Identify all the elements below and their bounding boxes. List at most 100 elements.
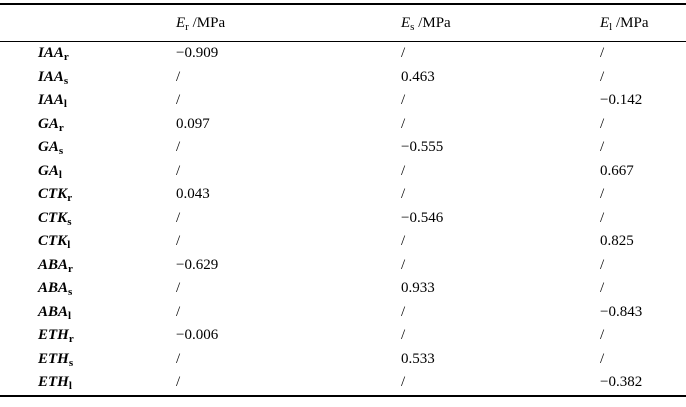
header-symbol: E xyxy=(600,14,610,31)
cell-value: / xyxy=(176,374,181,391)
row-label-name: ABA xyxy=(38,303,69,320)
row-label-name: ETH xyxy=(38,327,69,344)
row-label: CTKl xyxy=(0,230,176,254)
table-row: CTKl //0.825 xyxy=(0,230,686,254)
row-label-subscript: r xyxy=(67,192,73,205)
row-label: GAl xyxy=(0,160,176,184)
cell-value: / xyxy=(401,327,406,344)
cell-value: / xyxy=(401,186,406,203)
table-row: IAAs/0.463/ xyxy=(0,66,686,90)
row-label-name: CTK xyxy=(38,209,68,226)
header-subscript: r xyxy=(185,20,189,33)
header-empty-cell xyxy=(0,4,176,42)
cell-value: / xyxy=(600,139,605,156)
cell-value: / xyxy=(600,327,605,344)
row-label: ETHr xyxy=(0,324,176,348)
row-label-name: IAA xyxy=(38,45,64,62)
row-label: ETHl xyxy=(0,371,176,396)
table-row: ABAl / / −0.843 xyxy=(0,301,686,325)
table-row: CTKr 0.043// xyxy=(0,183,686,207)
row-label: GAr xyxy=(0,113,176,137)
cell-value: / xyxy=(176,92,181,109)
cell-value: / xyxy=(600,350,605,367)
cell-value: 0.825 xyxy=(600,233,634,250)
row-label: ABAr xyxy=(0,254,176,278)
row-label-subscript: s xyxy=(68,356,74,369)
cell-value: −0.546 xyxy=(401,209,444,226)
row-label: CTKs xyxy=(0,207,176,231)
cell-value: −0.142 xyxy=(600,92,643,109)
cell-value: / xyxy=(600,45,605,62)
cell-value: / xyxy=(401,303,406,320)
table-row: ETHs / 0.533 / xyxy=(0,348,686,372)
cell-value: / xyxy=(401,374,406,391)
header-unit: /MPa xyxy=(188,14,226,31)
table-row: ABAs/0.933/ xyxy=(0,277,686,301)
row-label-subscript: s xyxy=(67,215,72,228)
cell-value: −0.555 xyxy=(401,139,444,156)
table-row: ETHl / / −0.382 xyxy=(0,371,686,396)
header-subscript: s xyxy=(410,20,415,33)
row-label-subscript: r xyxy=(63,51,69,64)
table-body: IAAr −0.909// IAAs/0.463/IAAl / / −0.142 GAr 0.… xyxy=(0,42,686,396)
cell-value: −0.843 xyxy=(600,303,643,320)
cell-value: 0.933 xyxy=(401,280,435,297)
cell-value: / xyxy=(600,68,605,85)
header-symbol: E xyxy=(176,14,186,31)
row-label-subscript: s xyxy=(63,74,69,87)
header-col-er: Er /MPa xyxy=(176,4,401,42)
cell-value: / xyxy=(176,139,181,156)
cell-value: / xyxy=(600,280,605,297)
row-label: GAs xyxy=(0,136,176,160)
row-label: CTKr xyxy=(0,183,176,207)
cell-value: / xyxy=(600,186,605,203)
table-row: CTKs / −0.546/ xyxy=(0,207,686,231)
row-label-subscript: r xyxy=(68,262,73,275)
row-label: ABAl xyxy=(0,301,176,325)
row-label-name: CTK xyxy=(38,186,68,203)
row-label: IAAl xyxy=(0,89,176,113)
cell-value: 0.533 xyxy=(401,350,435,367)
row-label: IAAr xyxy=(0,42,176,66)
cell-value: / xyxy=(401,115,406,132)
cell-value: 0.043 xyxy=(176,186,210,203)
cell-value: / xyxy=(176,209,181,226)
row-label: ABAs xyxy=(0,277,176,301)
cell-value: / xyxy=(176,280,181,297)
table-header: Er /MPa Es /MPa El /MPa xyxy=(0,4,686,42)
row-label-subscript: s xyxy=(68,286,73,299)
cell-value: / xyxy=(176,162,181,179)
cell-value: / xyxy=(176,350,181,367)
header-unit: /MPa xyxy=(414,14,451,31)
table-row: GAl //0.667 xyxy=(0,160,686,184)
cell-value: / xyxy=(600,115,605,132)
row-label-subscript: l xyxy=(58,168,62,181)
table-row: ETHr −0.006// xyxy=(0,324,686,348)
elastic-modulus-correlation-table: Er /MPa Es /MPa El /MPa IAAr −0.909// IAAs… xyxy=(0,3,686,397)
cell-value: / xyxy=(600,256,605,273)
row-label-name: CTK xyxy=(38,233,68,250)
cell-value: / xyxy=(401,256,406,273)
cell-value: / xyxy=(176,68,181,85)
cell-value: −0.006 xyxy=(176,327,219,344)
table-row: IAAl / / −0.142 xyxy=(0,89,686,113)
cell-value: −0.909 xyxy=(176,45,219,62)
row-label-subscript: l xyxy=(68,309,72,322)
row-label: IAAs xyxy=(0,66,176,90)
row-label-name: GA xyxy=(38,162,59,179)
header-col-es: Es /MPa xyxy=(401,4,600,42)
row-label-name: GA xyxy=(38,115,59,132)
cell-value: −0.382 xyxy=(600,374,643,391)
row-label-name: ETH xyxy=(38,350,69,367)
row-label-name: ABA xyxy=(38,256,69,273)
row-label-name: ETH xyxy=(38,374,69,391)
row-label-name: IAA xyxy=(38,68,64,85)
row-label-name: GA xyxy=(38,139,59,156)
header-subscript: l xyxy=(609,20,613,33)
row-label-subscript: r xyxy=(68,333,74,346)
row-label-subscript: l xyxy=(68,380,72,393)
cell-value: 0.667 xyxy=(600,162,634,179)
header-row: Er /MPa Es /MPa El /MPa xyxy=(0,4,686,42)
row-label-name: IAA xyxy=(38,92,64,109)
